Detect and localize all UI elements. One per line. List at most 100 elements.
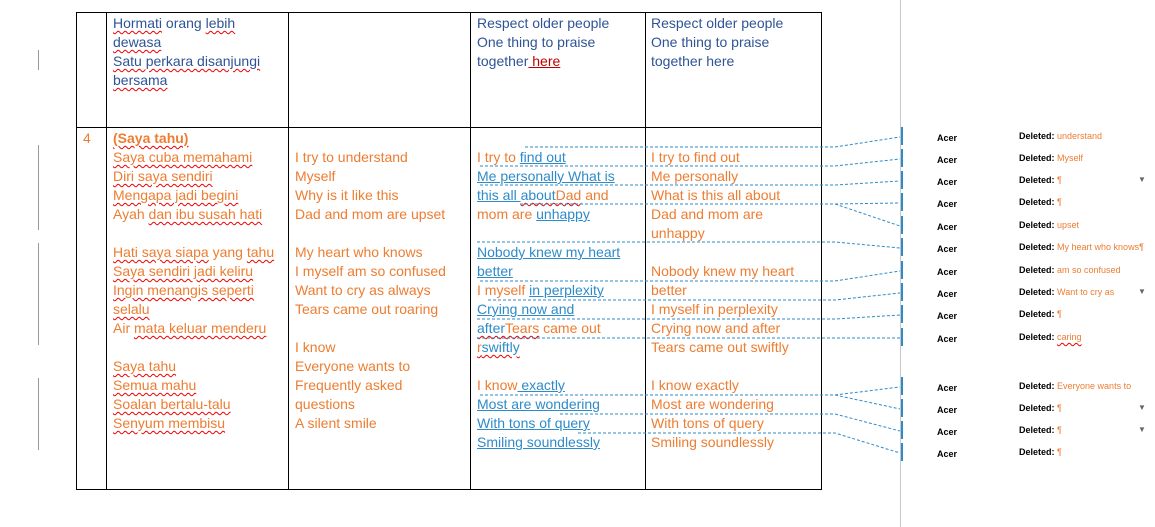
change-bar (38, 243, 39, 345)
text-line: Saya sendiri jadi keliru (113, 262, 274, 281)
text-run: lebih (205, 15, 236, 31)
revision-balloon[interactable]: Acer Deleted: ¶ (901, 305, 1155, 329)
expand-arrow-icon[interactable]: ▼ (1138, 425, 1146, 434)
balloon-marker (901, 238, 903, 256)
deleted-label: Deleted: ¶ (1019, 197, 1062, 207)
comment-author: Acer (937, 133, 958, 143)
text-run: Tears came out swiftly (651, 339, 789, 355)
row2-col4-edited[interactable]: I try to find out Me personally What is t… (477, 129, 620, 452)
comment-author: Acer (937, 177, 958, 187)
deleted-label: Deleted: ¶ (1019, 175, 1062, 185)
connector-line (520, 203, 901, 227)
inserted-text: unhappy (536, 206, 590, 222)
deleted-label: Deleted: caring (1019, 332, 1082, 342)
text-line: I try to find out (651, 148, 794, 167)
row2-col3-translation[interactable]: I try to understand Myself Why is it like … (295, 129, 446, 433)
deleted-text: caring (1057, 332, 1082, 342)
text-line: 4 (83, 129, 91, 148)
text-run: I myself (477, 282, 530, 298)
revision-balloon[interactable]: Acer Deleted: Myself (901, 149, 1155, 173)
text-line: Frequently asked (295, 376, 446, 395)
revision-balloon[interactable]: Acer Deleted: Everyone wants to (901, 377, 1155, 401)
text-line: selalu (113, 300, 274, 319)
deleted-label: Deleted: ¶ (1019, 447, 1062, 457)
row2-col2-malay[interactable]: (Saya tahu) Saya cuba memahami Diri saya s… (113, 129, 274, 433)
expand-arrow-icon[interactable]: ▼ (1138, 175, 1146, 184)
revision-balloon[interactable]: Acer Deleted: ¶ (901, 193, 1155, 217)
comment-author: Acer (937, 427, 958, 437)
text-run: together here (651, 53, 735, 69)
text-line: bersama (113, 71, 260, 90)
text-run: questions (295, 396, 355, 412)
balloon-marker (901, 261, 903, 279)
revision-balloon[interactable]: Acer Deleted: understand (901, 127, 1155, 151)
deleted-text: ¶ (1057, 403, 1062, 413)
text-line: Myself (295, 167, 446, 186)
connector-line (488, 292, 901, 301)
text-line: this all aboutDad and (477, 186, 620, 205)
text-line: Soalan bertalu-talu (113, 395, 274, 414)
revision-balloon[interactable]: Acer Deleted: upset (901, 216, 1155, 240)
text-line: better (477, 262, 620, 281)
text-line: Senyum membisu (113, 414, 274, 433)
connector-line (578, 432, 901, 454)
text-run: One thing to praise (651, 34, 770, 50)
text-line: Respect older people (651, 14, 783, 33)
revision-balloon[interactable]: Acer Deleted: caring (901, 328, 1155, 352)
text-run: unhappy (651, 225, 705, 241)
text-run: orang (162, 15, 206, 31)
revision-balloon[interactable]: Acer Deleted: My heart who knows¶ (901, 238, 1155, 262)
text-line: Ayah dan ibu susah hati (113, 205, 274, 224)
text-run: A silent smile (295, 415, 377, 431)
deleted-label: Deleted: Myself (1019, 153, 1084, 163)
text-run: Nobody knew my heart (651, 263, 795, 279)
text-run: Hormati (113, 15, 163, 31)
deleted-label: Deleted: Everyone wants to (1019, 381, 1132, 391)
text-run: Dad (555, 187, 582, 203)
text-run: Tears came out roaring (295, 301, 439, 317)
revision-balloon[interactable]: Acer Deleted: ¶ ▼ (901, 399, 1155, 423)
change-bar (38, 378, 39, 450)
text-line: I try to find out (477, 148, 620, 167)
comment-author: Acer (937, 449, 958, 459)
balloon-marker (901, 127, 903, 145)
row2-col1-number[interactable]: 4 (83, 129, 91, 148)
text-run: I know (477, 377, 518, 393)
row1-col2-malay[interactable]: Hormati orang lebih dewasa Satu perkara di… (113, 14, 260, 90)
text-run: One thing to praise (477, 34, 596, 50)
row1-col5-final[interactable]: Respect older people One thing to praise t… (651, 14, 783, 71)
text-line: dewasa (113, 33, 260, 52)
text-line: Dad and mom are (651, 205, 794, 224)
text-line: together here (651, 52, 783, 71)
row1-col4-edited[interactable]: Respect older people One thing to praise t… (477, 14, 609, 71)
text-run: I try to find out (651, 149, 740, 165)
text-line: Want to cry as always (295, 281, 446, 300)
text-run: Everyone wants to (295, 358, 411, 374)
text-line: With tons of query (651, 414, 794, 433)
revision-balloon[interactable]: Acer Deleted: Want to cry as ▼ (901, 283, 1155, 307)
change-bar (38, 50, 39, 70)
text-line: Smiling soundlessly (477, 433, 620, 452)
text-line: With tons of query (477, 414, 620, 433)
text-line: Nobody knew my heart (477, 243, 620, 262)
revision-balloon[interactable]: Acer Deleted: ¶ ▼ (901, 171, 1155, 195)
text-line: My heart who knows (295, 243, 446, 262)
revision-balloon[interactable]: Acer Deleted: ¶ (901, 443, 1155, 467)
text-line: Most are wondering (477, 395, 620, 414)
revision-balloon[interactable]: Acer Deleted: ¶ ▼ (901, 421, 1155, 445)
row2-col5-final[interactable]: I try to find out Me personally What is th… (651, 129, 794, 452)
revision-balloon[interactable]: Acer Deleted: am so confused (901, 261, 1155, 285)
text-line: One thing to praise (651, 33, 783, 52)
text-line: unhappy (651, 224, 794, 243)
text-run: Saya tahu (113, 358, 177, 374)
connector-line (480, 270, 901, 282)
expand-arrow-icon[interactable]: ▼ (1138, 287, 1146, 296)
text-run: Respect older people (651, 15, 784, 31)
balloon-marker (901, 399, 903, 417)
text-line: I myself in perplexity (477, 281, 620, 300)
text-run: Saya cuba memahami (113, 149, 253, 165)
text-line: One thing to praise (477, 33, 609, 52)
deleted-text: My heart who knows¶ (1057, 242, 1144, 252)
expand-arrow-icon[interactable]: ▼ (1138, 403, 1146, 412)
text-run: Dad and mom are (651, 206, 764, 222)
